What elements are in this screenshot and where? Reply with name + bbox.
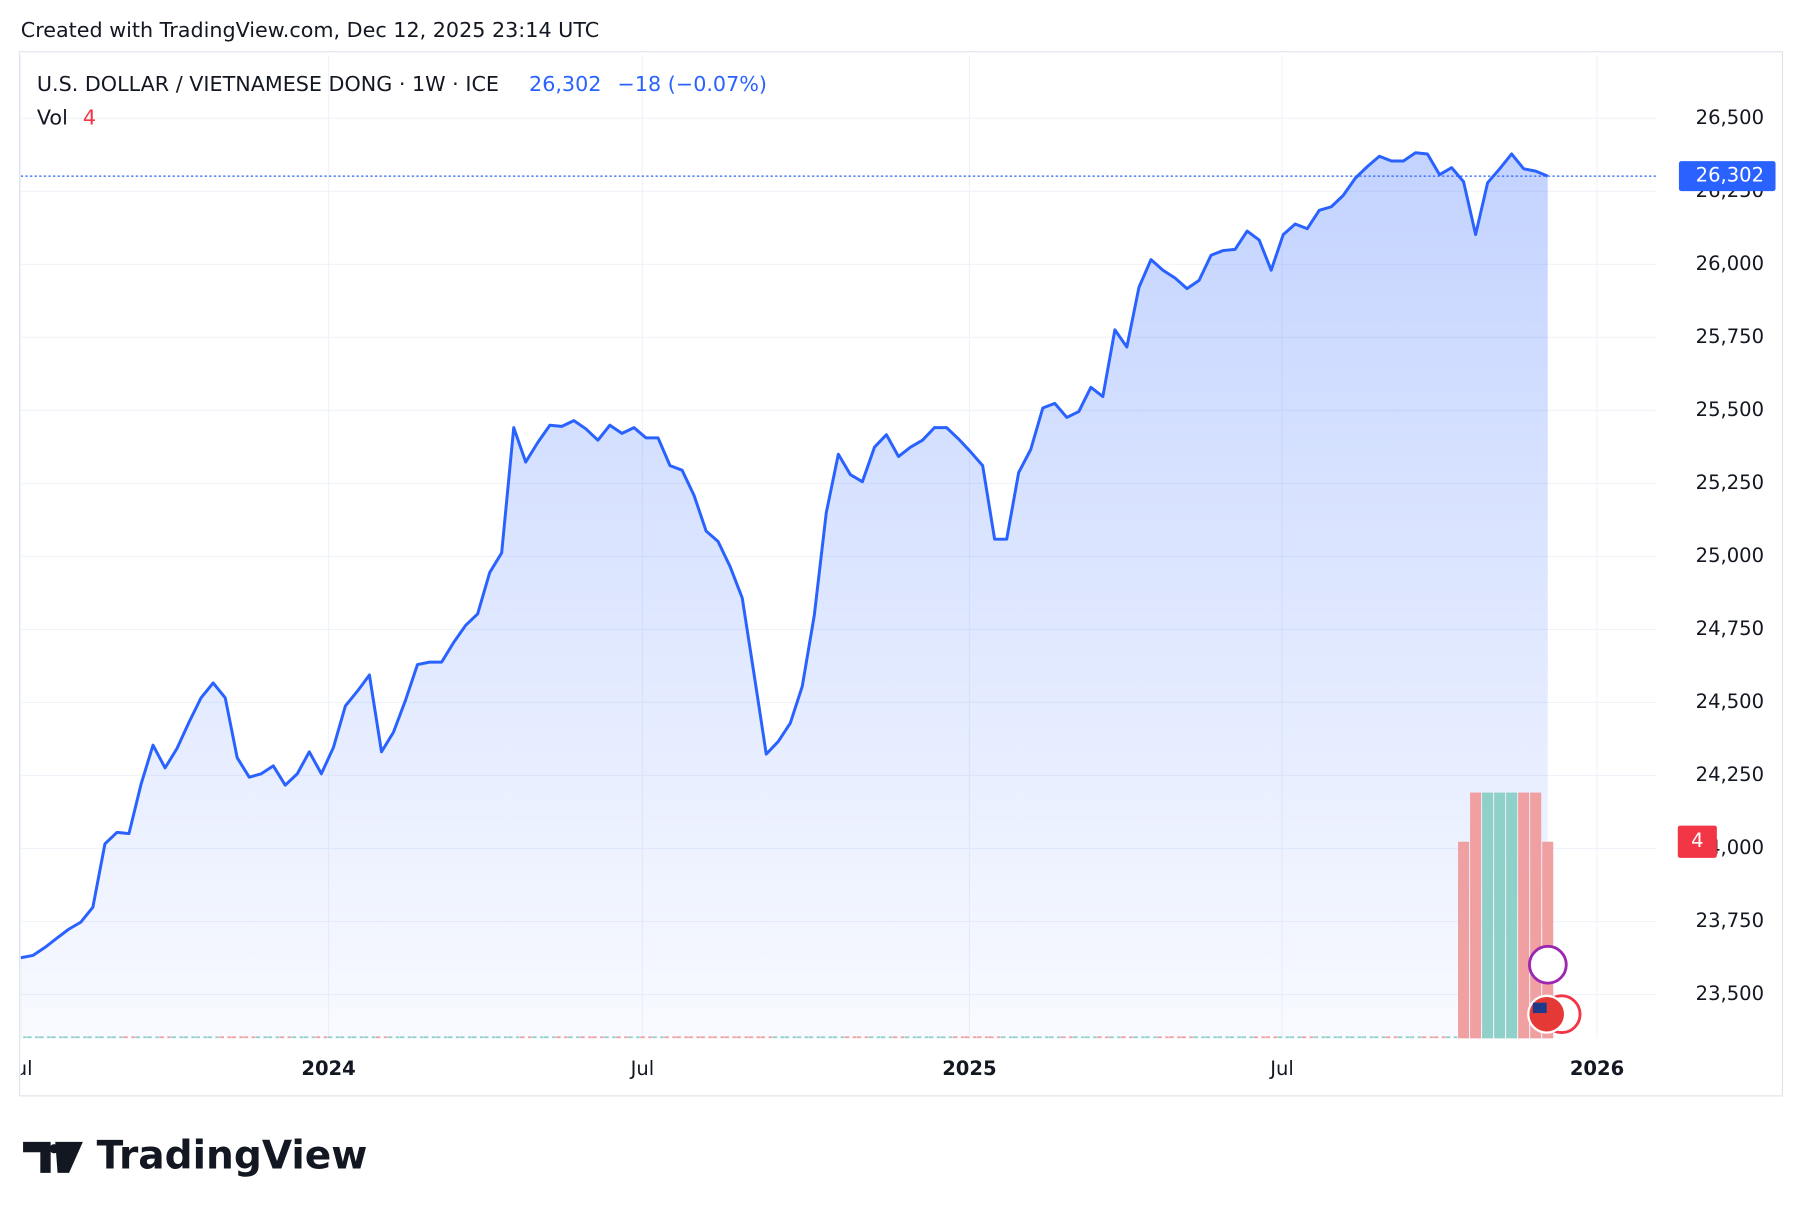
volume-bar	[1470, 792, 1482, 1039]
y-tick-label: 25,750	[1696, 325, 1764, 348]
y-tick-label: 25,250	[1696, 471, 1764, 494]
x-tick-label: 2024	[301, 1057, 355, 1080]
y-tick-label: 23,500	[1696, 982, 1764, 1005]
y-tick-label: 24,250	[1696, 763, 1764, 786]
chart-frame	[19, 51, 1784, 1097]
x-tick-label: Jul	[7, 1057, 33, 1080]
last-price-tag-label: 26,302	[1696, 164, 1764, 187]
symbol: U.S. DOLLAR / VIETNAMESE DONG · 1W · ICE	[37, 72, 499, 96]
last-price-tag	[1678, 161, 1776, 192]
axes: 23,50023,75024,00024,25024,50024,75025,0…	[7, 106, 1776, 1080]
y-tick-label: 26,500	[1696, 106, 1764, 129]
event-icon[interactable]	[1528, 944, 1568, 985]
volume-bar	[1530, 792, 1542, 1039]
y-tick-label: 25,000	[1696, 544, 1764, 567]
logo: TradingView	[23, 1133, 367, 1178]
volume-value: 4	[83, 105, 96, 129]
flag-icon[interactable]	[1527, 994, 1567, 1034]
volume-bar	[1482, 792, 1494, 1039]
volume-bar	[1458, 841, 1470, 1039]
price-change: −18 (−0.07%)	[618, 72, 767, 96]
volume-tag	[1677, 825, 1717, 858]
volume-bar	[1542, 841, 1554, 1039]
x-tick-label: Jul	[1268, 1057, 1294, 1080]
price-line	[20, 151, 1549, 960]
y-tick-label: 24,500	[1696, 690, 1764, 713]
x-tick-label: 2025	[942, 1057, 996, 1080]
y-tick-label: 25,500	[1696, 398, 1764, 421]
volume-name: Vol	[37, 105, 68, 129]
y-tick-label: 24,750	[1696, 617, 1764, 640]
flag-canton	[1532, 1002, 1547, 1014]
volume-bar	[1494, 792, 1506, 1039]
x-tick-label: 2026	[1570, 1057, 1624, 1080]
area-fill	[20, 152, 1548, 1039]
volume-bar	[1506, 792, 1518, 1039]
plot	[20, 151, 1656, 1039]
x-tick-label: Jul	[629, 1057, 655, 1080]
last-price: 26,302	[529, 72, 601, 96]
volume-tag-label: 4	[1691, 829, 1703, 852]
brand: TradingView	[97, 1133, 368, 1178]
volume-bar	[1518, 792, 1530, 1039]
y-tick-label: 23,750	[1696, 909, 1764, 932]
y-tick-label: 26,000	[1696, 252, 1764, 275]
created-note: Created with TradingView.com, Dec 12, 20…	[21, 18, 599, 42]
